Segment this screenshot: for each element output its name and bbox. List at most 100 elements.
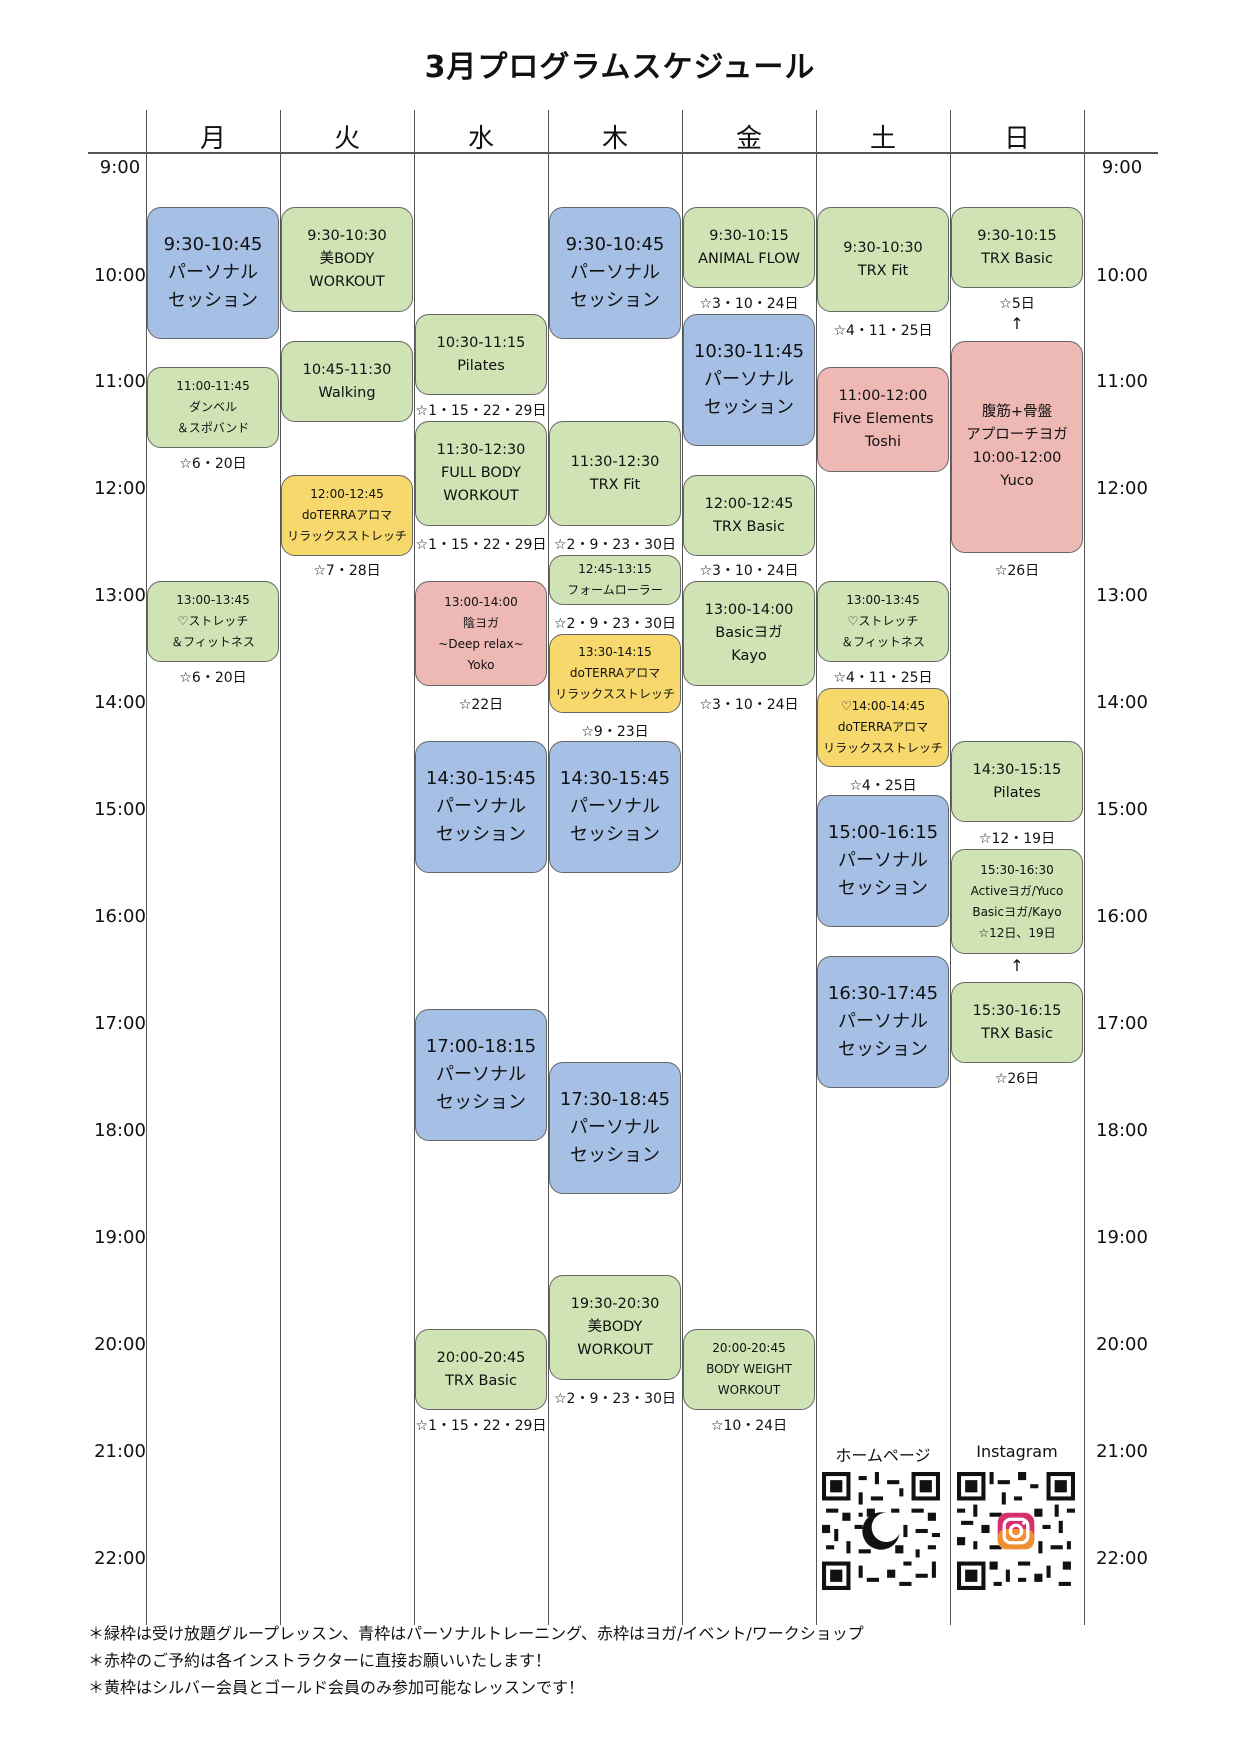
event-card[interactable]: 16:30-17:45 パーソナル セッション [817, 956, 949, 1088]
homepage-qr-code[interactable] [822, 1472, 940, 1590]
time-label: 9:00 [99, 157, 141, 178]
day-header-wed: 水 [467, 124, 494, 154]
event-card[interactable]: ♡14:00-14:45 doTERRAアロマ リラックスストレッチ [817, 688, 949, 767]
arrow-up-icon: ↑ [1010, 956, 1024, 975]
time-label: 12:00 [94, 478, 146, 499]
event-card[interactable]: 11:00-11:45 ダンベル ＆スポバンド [147, 367, 279, 448]
header-line [88, 152, 1158, 154]
event-card[interactable]: 12:45-13:15 フォームローラー [549, 555, 681, 605]
event-card[interactable]: 11:00-12:00 Five Elements Toshi [817, 367, 949, 472]
time-label: 22:00 [1096, 1548, 1148, 1569]
day-header-sat: 土 [869, 124, 896, 154]
event-card[interactable]: 12:00-12:45 doTERRAアロマ リラックスストレッチ [281, 475, 413, 556]
time-label: 20:00 [1096, 1334, 1148, 1355]
event-card[interactable]: 13:30-14:15 doTERRAアロマ リラックスストレッチ [549, 634, 681, 713]
event-card[interactable]: 15:00-16:15 パーソナル セッション [817, 795, 949, 927]
event-card[interactable]: 15:30-16:15 TRX Basic [951, 982, 1083, 1063]
event-card[interactable]: 9:30-10:30 TRX Fit [817, 207, 949, 312]
event-card[interactable]: 腹筋+骨盤 アプローチヨガ 10:00-12:00 Yuco [951, 341, 1083, 553]
date-note: ☆26日 [994, 1071, 1040, 1087]
instagram-label: Instagram [976, 1442, 1058, 1461]
event-card[interactable]: 15:30-16:30 Activeヨガ/Yuco Basicヨガ/Kayo ☆… [951, 849, 1083, 954]
time-label: 18:00 [94, 1120, 146, 1141]
date-note: ☆5日 [999, 296, 1035, 312]
date-note: ☆7・28日 [313, 563, 381, 579]
date-note: ☆12・19日 [978, 831, 1056, 847]
time-label: 18:00 [1096, 1120, 1148, 1141]
date-note: ☆6・20日 [179, 670, 247, 686]
date-note: ☆6・20日 [179, 456, 247, 472]
footnote: ＊黄枠はシルバー会員とゴールド会員のみ参加可能なレッスンです！ [88, 1678, 585, 1697]
date-note: ☆9・23日 [581, 724, 649, 740]
time-label: 13:00 [94, 585, 146, 606]
event-card[interactable]: 9:30-10:15 TRX Basic [951, 207, 1083, 288]
event-card[interactable]: 11:30-12:30 FULL BODY WORKOUT [415, 421, 547, 526]
event-card[interactable]: 14:30-15:45 パーソナル セッション [549, 741, 681, 873]
event-card[interactable]: 13:00-14:00 Basicヨガ Kayo [683, 581, 815, 686]
time-label: 10:00 [1096, 265, 1148, 286]
day-header-fri: 金 [735, 124, 762, 154]
event-card[interactable]: 13:00-14:00 陰ヨガ ~Deep relax~ Yoko [415, 581, 547, 686]
event-card[interactable]: 17:30-18:45 パーソナル セッション [549, 1062, 681, 1194]
event-card[interactable]: 9:30-10:45 パーソナル セッション [549, 207, 681, 339]
time-label: 17:00 [1096, 1013, 1148, 1034]
time-label: 19:00 [1096, 1227, 1148, 1248]
event-card[interactable]: 12:00-12:45 TRX Basic [683, 475, 815, 556]
time-label: 22:00 [94, 1548, 146, 1569]
date-note: ☆2・9・23・30日 [554, 537, 676, 553]
event-card[interactable]: 17:00-18:15 パーソナル セッション [415, 1009, 547, 1141]
date-note: ☆1・15・22・29日 [415, 403, 547, 419]
time-label: 15:00 [94, 799, 146, 820]
time-label: 9:00 [1101, 157, 1143, 178]
event-card[interactable]: 14:30-15:45 パーソナル セッション [415, 741, 547, 873]
date-note: ☆2・9・23・30日 [554, 616, 676, 632]
time-label: 21:00 [94, 1441, 146, 1462]
event-card[interactable]: 11:30-12:30 TRX Fit [549, 421, 681, 526]
homepage-label: ホームページ [835, 1446, 931, 1465]
event-card[interactable]: 10:30-11:45 パーソナル セッション [683, 314, 815, 446]
event-card[interactable]: 14:30-15:15 Pilates [951, 741, 1083, 822]
arrow-up-icon: ↑ [1010, 314, 1024, 333]
time-label: 19:00 [94, 1227, 146, 1248]
grid-line [146, 110, 147, 1625]
time-label: 16:00 [94, 906, 146, 927]
event-card[interactable]: 9:30-10:45 パーソナル セッション [147, 207, 279, 339]
event-card[interactable]: 20:00-20:45 BODY WEIGHT WORKOUT [683, 1329, 815, 1410]
date-note: ☆4・11・25日 [833, 323, 933, 339]
time-label: 14:00 [94, 692, 146, 713]
event-card[interactable]: 13:00-13:45 ♡ストレッチ ＆フィットネス [147, 581, 279, 662]
date-note: ☆2・9・23・30日 [554, 1391, 676, 1407]
grid-line [280, 110, 281, 1625]
event-card[interactable]: 19:30-20:30 美BODY WORKOUT [549, 1275, 681, 1380]
date-note: ☆22日 [458, 697, 504, 713]
day-header-thu: 木 [601, 124, 628, 154]
footnote: ＊緑枠は受け放題グループレッスン、青枠はパーソナルトレーニング、赤枠はヨガ/イベ… [88, 1624, 864, 1643]
date-note: ☆3・10・24日 [699, 697, 799, 713]
grid-line [950, 110, 951, 1625]
time-label: 17:00 [94, 1013, 146, 1034]
time-label: 20:00 [94, 1334, 146, 1355]
time-label: 12:00 [1096, 478, 1148, 499]
event-card[interactable]: 9:30-10:15 ANIMAL FLOW [683, 207, 815, 288]
grid-line [816, 110, 817, 1625]
grid-line [682, 110, 683, 1625]
event-card[interactable]: 10:30-11:15 Pilates [415, 314, 547, 395]
date-note: ☆3・10・24日 [699, 296, 799, 312]
event-card[interactable]: 20:00-20:45 TRX Basic [415, 1329, 547, 1410]
event-card[interactable]: 10:45-11:30 Walking [281, 341, 413, 422]
instagram-qr-code[interactable] [957, 1472, 1075, 1590]
grid-line [1084, 110, 1085, 1625]
time-label: 14:00 [1096, 692, 1148, 713]
event-card[interactable]: 9:30-10:30 美BODY WORKOUT [281, 207, 413, 312]
event-card[interactable]: 13:00-13:45 ♡ストレッチ ＆フィットネス [817, 581, 949, 662]
date-note: ☆4・25日 [849, 778, 917, 794]
day-header-tue: 火 [333, 124, 360, 154]
date-note: ☆1・15・22・29日 [415, 1418, 547, 1434]
grid-line [414, 110, 415, 1625]
time-label: 10:00 [94, 265, 146, 286]
day-header-sun: 日 [1003, 124, 1030, 154]
time-label: 11:00 [94, 371, 146, 392]
date-note: ☆1・15・22・29日 [415, 537, 547, 553]
page-title: 3月プログラムスケジュール [424, 50, 816, 85]
